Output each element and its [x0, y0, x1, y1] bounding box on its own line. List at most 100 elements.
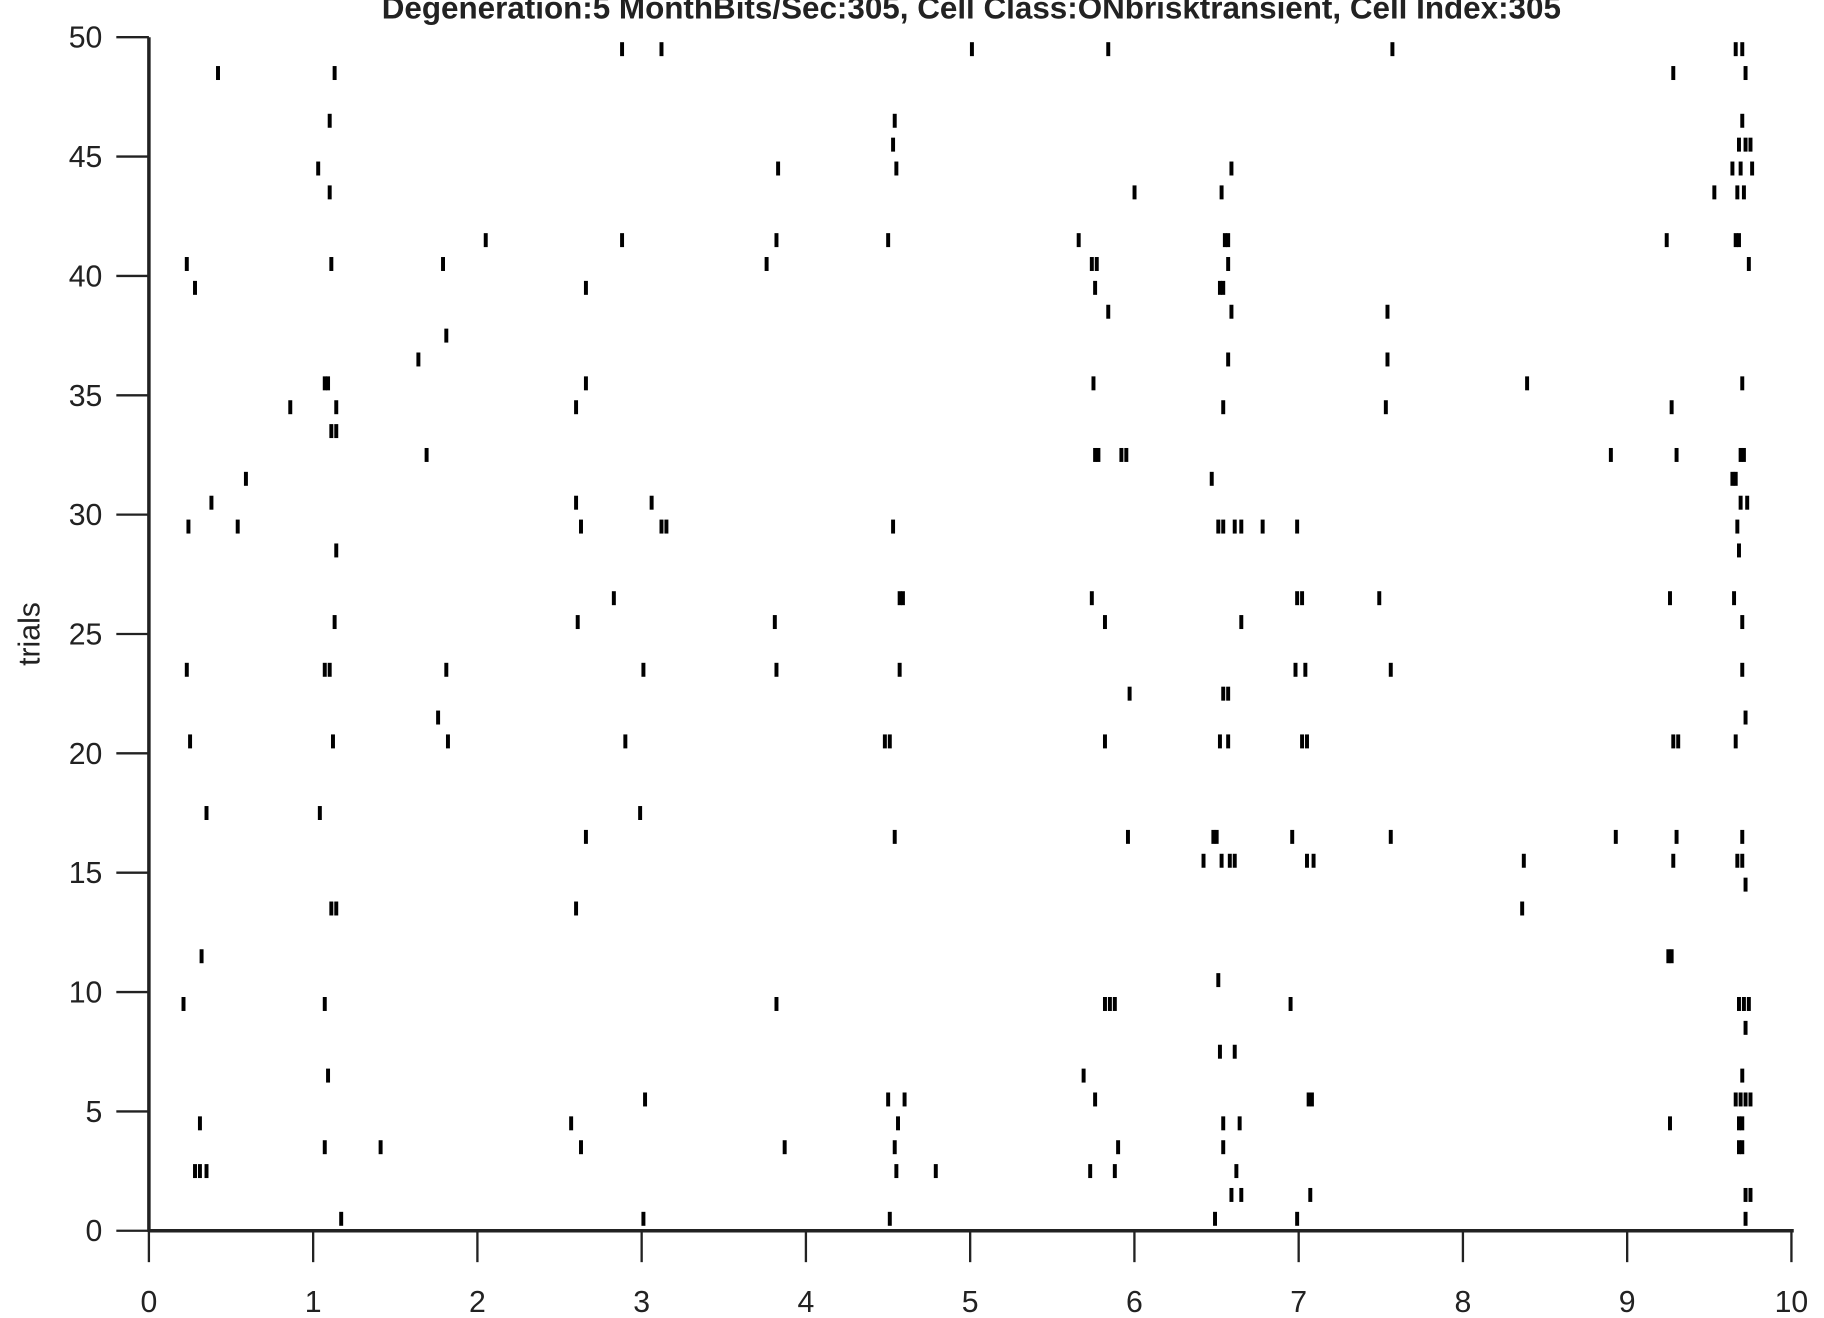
spike-mark: [1738, 447, 1743, 462]
spike-mark: [902, 1092, 907, 1107]
spike-mark: [329, 257, 334, 271]
spike-mark: [1743, 877, 1748, 892]
spike-mark: [892, 113, 897, 128]
spike-mark: [332, 66, 337, 81]
spike-mark: [1229, 1187, 1234, 1202]
spike-mark: [1664, 233, 1669, 248]
spike-mark: [1750, 161, 1755, 176]
spike-mark: [1088, 1164, 1093, 1179]
spike-mark: [1740, 113, 1745, 128]
y-tick-label: 10: [69, 977, 103, 1010]
spike-mark: [1385, 304, 1390, 319]
spike-mark: [1740, 829, 1745, 844]
spike-mark: [1221, 400, 1226, 415]
spike-mark: [1732, 591, 1737, 606]
spike-mark: [204, 806, 209, 820]
spike-mark: [1229, 304, 1234, 319]
spike-mark: [1733, 1092, 1738, 1107]
spike-mark: [199, 949, 204, 964]
spike-mark: [620, 233, 625, 248]
x-tick-label: 8: [1455, 1286, 1472, 1318]
spike-mark: [774, 233, 779, 248]
spike-mark: [1735, 185, 1740, 200]
spike-mark: [772, 615, 777, 630]
spike-mark: [776, 161, 781, 176]
spike-mark: [441, 257, 446, 271]
spike-mark: [1091, 376, 1096, 391]
spike-mark: [1741, 185, 1746, 200]
spike-mark: [886, 233, 891, 248]
spike-mark: [1669, 400, 1674, 415]
spike-mark: [643, 1092, 648, 1107]
spike-mark: [1209, 471, 1214, 486]
spike-mark: [1676, 734, 1681, 749]
spike-mark: [334, 543, 339, 558]
spike-mark: [894, 161, 899, 176]
spike-mark: [894, 1164, 899, 1179]
spike-mark: [574, 901, 579, 916]
spike-mark: [216, 66, 220, 81]
spike-mark: [1295, 519, 1300, 534]
spike-mark: [1102, 734, 1107, 749]
spike-mark: [193, 280, 197, 295]
spike-mark: [1743, 710, 1748, 725]
spike-mark: [891, 519, 896, 534]
spike-mark: [1116, 1140, 1121, 1155]
spike-mark: [1748, 1187, 1753, 1202]
spike-mark: [288, 400, 293, 415]
spike-mark: [334, 400, 339, 415]
spike-mark: [583, 280, 588, 295]
spike-mark: [1221, 686, 1226, 701]
spike-mark: [316, 161, 321, 176]
chart-title: Degeneration:5 MonthBits/Sec:305, Cell C…: [382, 0, 1561, 26]
spike-mark: [891, 137, 896, 152]
y-tick-label: 5: [86, 1096, 103, 1129]
spike-mark: [1076, 233, 1081, 248]
spike-mark: [329, 424, 334, 439]
spike-mark: [1740, 1140, 1745, 1155]
spike-mark: [186, 519, 191, 534]
spike-mark: [1613, 829, 1618, 844]
spike-mark: [1112, 997, 1117, 1011]
spike-mark: [575, 615, 580, 630]
spike-mark: [1300, 734, 1305, 749]
spike-mark: [235, 519, 240, 534]
spike-mark: [322, 662, 327, 677]
y-tick-label: 30: [69, 499, 103, 532]
spike-mark: [664, 519, 669, 534]
spike-mark: [1124, 447, 1129, 462]
spike-mark: [483, 233, 488, 248]
spike-mark: [243, 471, 248, 486]
spike-mark: [649, 495, 654, 510]
spike-mark: [1293, 662, 1298, 677]
spike-mark: [1741, 447, 1746, 462]
x-tick-label: 6: [1126, 1286, 1143, 1318]
spike-mark: [969, 42, 974, 57]
spike-mark: [1094, 257, 1099, 271]
x-tick-label: 2: [469, 1286, 486, 1318]
spike-mark: [1305, 734, 1309, 749]
spike-mark: [1119, 447, 1124, 462]
spike-mark: [896, 1116, 900, 1131]
spike-mark: [1232, 519, 1237, 534]
spike-mark: [444, 328, 449, 343]
x-tick-label: 3: [633, 1286, 650, 1318]
spike-mark: [1288, 997, 1293, 1011]
spike-mark: [317, 806, 322, 820]
spike-mark: [1295, 1211, 1300, 1226]
spike-mark: [1671, 66, 1676, 81]
spike-mark: [1743, 1211, 1748, 1226]
x-tick-label: 5: [962, 1286, 979, 1318]
spike-mark: [1733, 471, 1738, 486]
spike-mark: [782, 1140, 787, 1155]
spike-mark: [1733, 734, 1738, 749]
spike-mark: [181, 997, 186, 1011]
spike-mark: [1227, 853, 1232, 868]
y-tick-label: 25: [69, 618, 103, 651]
spike-mark: [1219, 185, 1224, 200]
spike-mark: [197, 1116, 202, 1131]
spike-mark: [1226, 257, 1231, 271]
x-tick-label: 7: [1290, 1286, 1307, 1318]
